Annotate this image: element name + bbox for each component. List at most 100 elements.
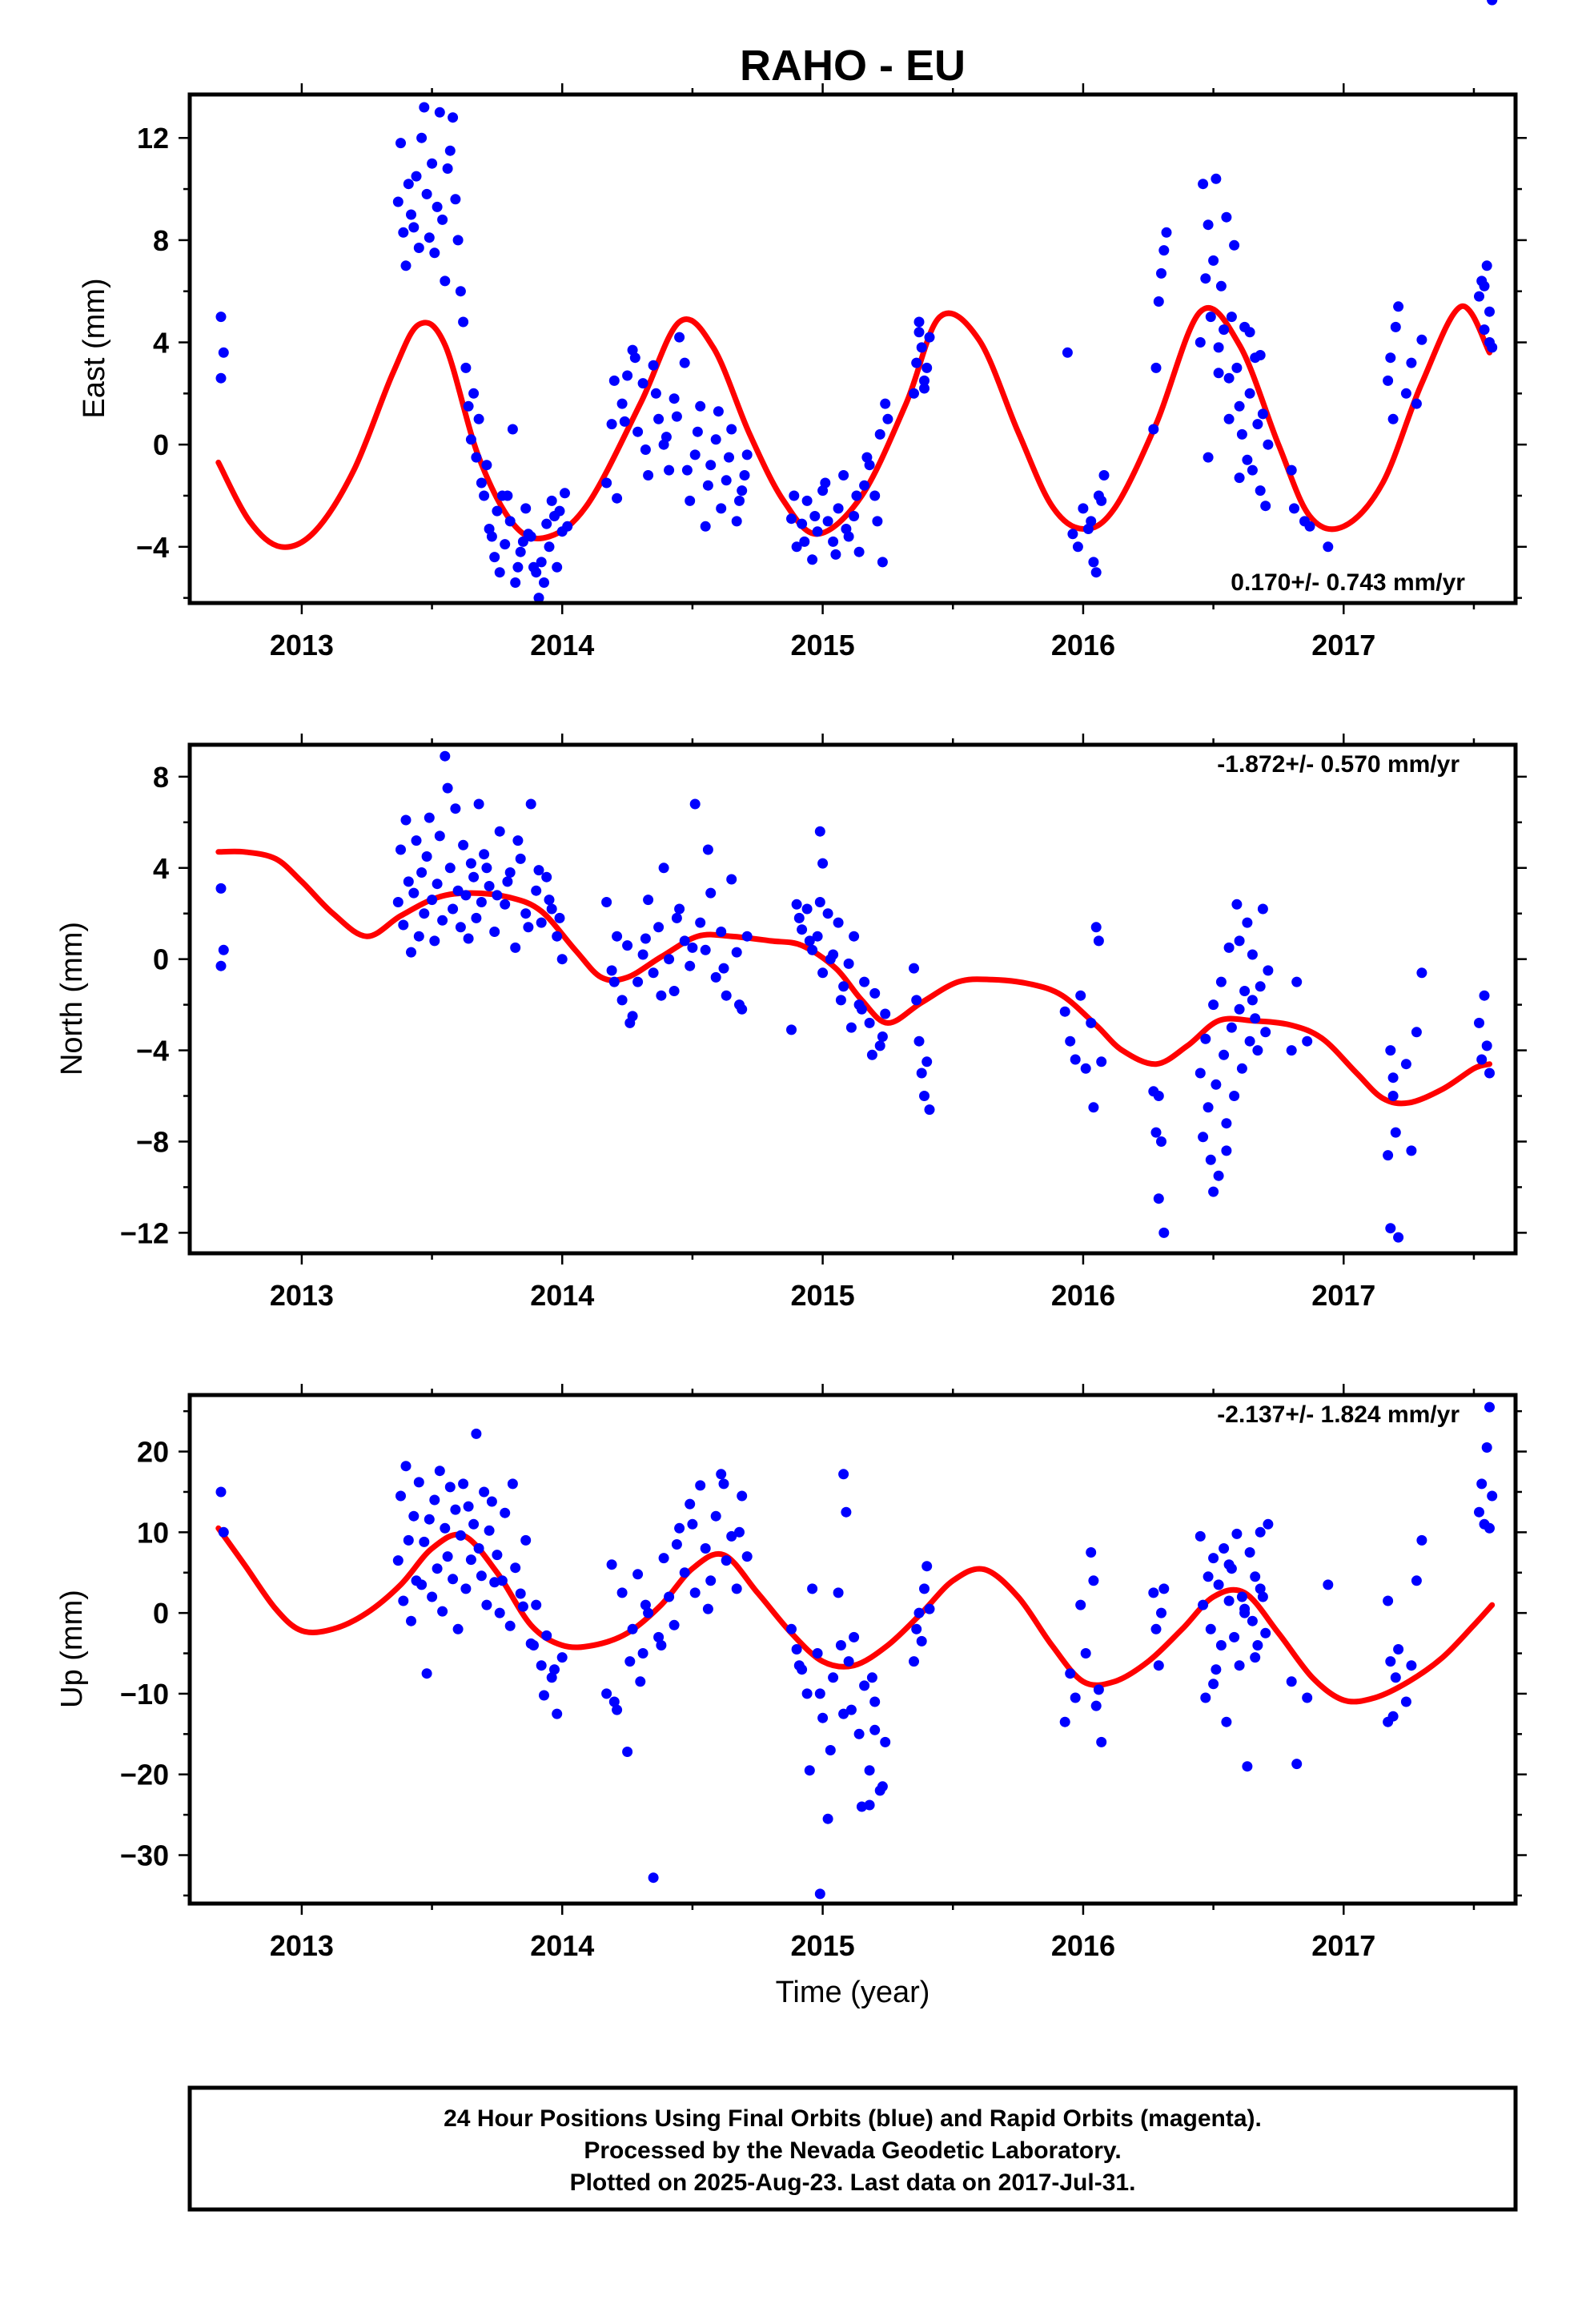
- up-data-point: [432, 1563, 443, 1574]
- y-tick-label: −30: [120, 1839, 169, 1872]
- north-data-point: [825, 954, 836, 965]
- up-data-point: [504, 1620, 516, 1631]
- east-data-point: [1213, 342, 1224, 353]
- up-data-point: [1221, 1716, 1232, 1727]
- east-data-point: [921, 362, 933, 373]
- east-data-point: [215, 312, 227, 323]
- east-data-point: [877, 557, 888, 568]
- up-data-point: [804, 1765, 815, 1776]
- up-data-point: [1198, 1599, 1209, 1610]
- up-data-point: [1260, 1627, 1271, 1638]
- up-data-point: [458, 1478, 469, 1490]
- east-data-point: [828, 536, 839, 547]
- east-data-point: [1387, 413, 1399, 424]
- up-model-curve: [215, 1525, 1496, 1705]
- up-data-point: [700, 1543, 711, 1554]
- up-data-point: [479, 1486, 490, 1498]
- north-data-point: [432, 879, 443, 890]
- east-data-point: [1211, 173, 1222, 184]
- up-data-point: [1088, 1575, 1099, 1586]
- up-data-point: [1400, 1696, 1411, 1707]
- up-data-point: [552, 1708, 563, 1719]
- north-data-point: [741, 931, 753, 942]
- up-data-point: [465, 1554, 476, 1566]
- up-data-point: [1229, 1631, 1240, 1642]
- north-data-point: [1226, 1022, 1237, 1033]
- north-data-point: [1252, 1045, 1263, 1056]
- east-data-point: [700, 521, 711, 532]
- north-data-point: [413, 931, 424, 942]
- east-data-point: [685, 495, 696, 506]
- east-data-point: [737, 485, 748, 497]
- east-data-point: [1195, 337, 1206, 348]
- north-data-point: [1093, 935, 1104, 947]
- up-data-point: [1484, 1522, 1495, 1534]
- east-data-point: [1156, 267, 1166, 279]
- up-data-point: [463, 1501, 474, 1512]
- up-data-point: [473, 1543, 484, 1554]
- east-data-point: [437, 214, 448, 225]
- north-data-point: [552, 931, 563, 942]
- north-data-point: [833, 917, 844, 928]
- up-data-point: [812, 1648, 823, 1659]
- up-data-point: [909, 1656, 919, 1667]
- north-data-point: [556, 954, 568, 965]
- east-data-point: [1226, 312, 1237, 323]
- up-data-point: [1211, 1664, 1222, 1675]
- up-data-point: [500, 1507, 511, 1518]
- north-data-point: [1393, 1232, 1404, 1243]
- east-data-point: [496, 490, 508, 501]
- east-data-point: [710, 434, 721, 445]
- east-data-point: [1086, 516, 1097, 527]
- north-data-point: [218, 944, 229, 955]
- east-data-point: [1236, 428, 1247, 440]
- east-data-point: [789, 490, 800, 501]
- east-data-point: [612, 493, 623, 504]
- up-data-point: [452, 1623, 464, 1634]
- north-data-point: [468, 871, 480, 883]
- up-data-point: [849, 1631, 860, 1642]
- north-data-point: [520, 908, 532, 919]
- north-data-point: [533, 865, 544, 876]
- east-data-point: [442, 163, 453, 174]
- up-data-point: [549, 1664, 560, 1675]
- up-data-point: [1208, 1553, 1219, 1564]
- north-data-point: [814, 826, 825, 837]
- north-data-point: [1239, 986, 1251, 996]
- up-data-point: [877, 1781, 888, 1792]
- up-data-point: [408, 1510, 420, 1522]
- footer-box: 24 Hour Positions Using Final Orbits (bl…: [187, 2085, 1518, 2212]
- north-panel: 2013 2014 2015 2016 2017 −12 −8 −4 0 4 8 North (mm…: [55, 0, 1527, 1312]
- up-data-point: [807, 1583, 818, 1594]
- east-data-point: [664, 464, 675, 476]
- up-data-point: [671, 1539, 682, 1550]
- north-data-point: [656, 990, 667, 1001]
- north-data-point: [1208, 999, 1219, 1011]
- north-data-point: [1208, 1186, 1219, 1197]
- north-data-point: [473, 798, 484, 810]
- north-data-point: [1255, 981, 1266, 992]
- up-data-point: [215, 1486, 227, 1498]
- east-data-point: [1244, 388, 1255, 399]
- north-data-point: [452, 885, 464, 896]
- east-y-axis-label: East (mm): [78, 278, 111, 418]
- north-data-point: [444, 862, 456, 874]
- east-data-point: [450, 194, 461, 205]
- east-data-point: [637, 378, 648, 389]
- north-data-point: [440, 750, 451, 762]
- north-data-point: [869, 987, 881, 999]
- east-data-point: [1286, 464, 1297, 476]
- up-data-point: [1291, 1759, 1303, 1770]
- north-data-point: [479, 849, 490, 860]
- x-tick-label: 2017: [1311, 1279, 1375, 1312]
- up-data-point: [637, 1648, 648, 1659]
- north-data-point: [817, 967, 829, 979]
- up-data-point: [869, 1724, 881, 1735]
- x-tick-label: 2014: [530, 1279, 594, 1312]
- north-data-point: [1221, 1118, 1232, 1129]
- east-data-point: [392, 196, 404, 207]
- up-plot-frame: [187, 1393, 1518, 1906]
- north-data-point: [442, 782, 453, 794]
- north-data-point: [812, 931, 823, 942]
- up-data-point: [1383, 1595, 1394, 1606]
